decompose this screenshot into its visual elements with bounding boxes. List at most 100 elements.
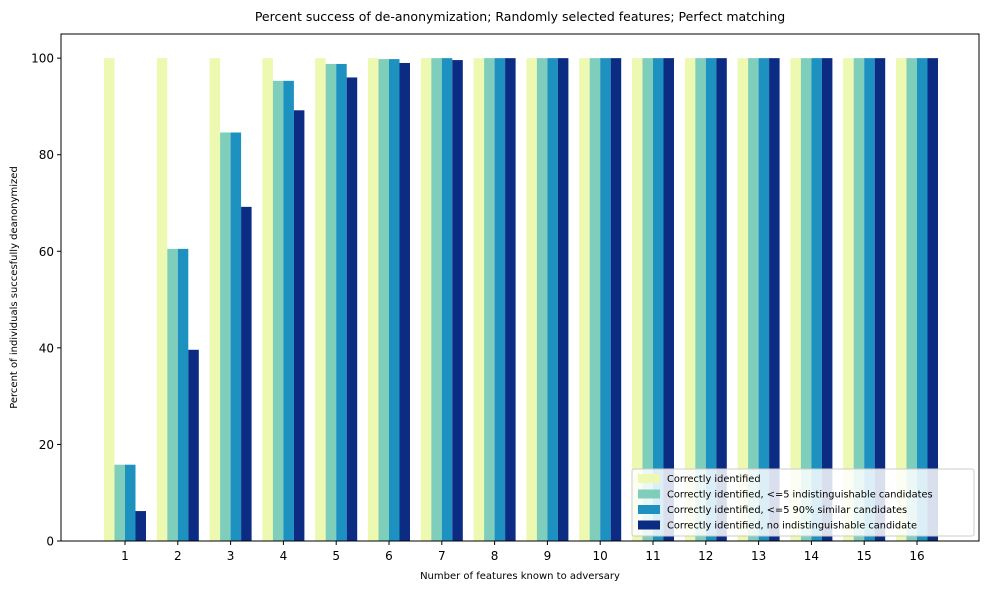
plot-frame [60,33,980,542]
bar-4-5 [346,77,358,542]
y-tick-label: 60 [39,245,54,259]
bar-3-11 [653,58,664,541]
x-tick-label: 4 [280,549,288,563]
bar-2-5 [325,63,337,541]
bar-4-11 [663,58,674,541]
x-axis: 1 2 3 4 5 6 7 8 9 10 11 12 13 14 15 16 [121,541,925,563]
x-tick-label: 3 [227,549,235,563]
bar-3-1 [125,464,136,541]
bar-4-15 [874,58,886,541]
bar-3-2 [177,248,189,541]
y-tick-label: 20 [39,438,54,452]
bar-2-11 [642,58,653,541]
y-tick-label: 0 [46,535,54,549]
y-axis-label: Percent of individuals succesfully deano… [9,166,20,409]
bar-3-6 [389,59,400,542]
legend-swatch-1 [638,474,660,483]
bar-1-13 [737,58,749,541]
x-tick-label: 15 [857,549,872,563]
x-tick-label: 6 [385,549,393,563]
bar-1-5 [315,58,326,541]
bar-3-10 [600,58,611,541]
bar-3-9 [547,58,558,541]
bar-4-10 [610,58,622,541]
bar-2-16 [906,58,917,541]
y-tick-label: 80 [39,148,54,162]
x-tick-label: 10 [593,549,608,563]
bar-1-10 [579,58,590,541]
bar-4-14 [821,58,833,541]
bar-2-1 [114,464,125,541]
x-tick-label: 8 [491,549,499,563]
x-tick-label: 14 [804,549,819,563]
bar-3-12 [705,58,717,541]
legend: Correctly identified Correctly identified… [631,468,975,537]
bar-3-5 [336,63,347,541]
bar-4-2 [188,349,199,541]
bar-2-13 [748,58,759,541]
x-tick-label: 13 [751,549,766,563]
legend-label-1: Correctly identified [667,474,761,485]
bar-1-8 [473,58,485,541]
bar-2-3 [220,132,231,541]
bar-1-15 [843,58,854,541]
x-tick-label: 7 [438,549,446,563]
legend-label-2: Correctly identified, <=5 indistinguisha… [667,490,933,501]
bar-3-7 [441,58,453,541]
bar-3-8 [494,58,506,541]
bar-1-4 [262,58,273,541]
bar-3-3 [230,132,242,541]
bar-1-16 [896,58,907,541]
x-tick-label: 5 [332,549,340,563]
legend-box [631,468,975,537]
bar-3-16 [917,58,928,541]
bar-3-13 [758,58,770,541]
x-tick-label: 9 [544,549,552,563]
bar-1-7 [420,58,432,541]
x-axis-label: Number of features known to adversary [420,571,620,582]
bar-3-4 [283,80,294,541]
bar-1-1 [104,58,115,541]
bar-2-2 [167,248,178,541]
bar-2-9 [536,58,548,541]
plot-area [104,58,938,542]
bar-4-1 [135,511,146,541]
bar-4-9 [557,58,569,541]
y-axis: 0 20 40 60 80 100 [31,52,61,549]
chart-title: Percent success of de-anonymization; Ran… [255,9,785,24]
bar-2-12 [695,58,706,541]
legend-label-4: Correctly identified, no indistinguishab… [667,521,917,532]
x-tick-label: 2 [174,549,182,563]
y-tick-label: 100 [31,52,54,66]
x-tick-label: 11 [645,549,660,563]
bar-2-14 [800,58,812,541]
bar-1-2 [156,58,168,541]
bar-4-6 [399,62,410,541]
x-tick-label: 1 [121,549,129,563]
legend-swatch-2 [638,489,660,499]
bar-3-14 [811,58,822,541]
bar-1-9 [526,58,537,541]
bar-4-13 [769,58,780,541]
bar-2-6 [378,59,389,542]
bar-1-12 [684,58,696,541]
bar-4-7 [452,60,463,541]
x-tick-label: 16 [909,549,924,563]
bar-2-7 [431,58,442,541]
bar-2-10 [589,58,601,541]
bar-2-15 [853,58,865,541]
y-tick-label: 40 [39,341,54,355]
legend-swatch-4 [638,520,660,530]
bar-4-16 [927,58,938,541]
bar-4-12 [716,58,727,541]
bar-1-3 [209,58,221,541]
bar-1-11 [632,58,643,541]
x-tick-label: 12 [698,549,713,563]
legend-label-3: Correctly identified, <=5 90% similar ca… [667,505,907,516]
bar-3-15 [864,58,875,541]
bar-4-4 [293,110,305,541]
bar-4-8 [505,58,516,541]
bar-4-3 [241,206,252,542]
legend-swatch-3 [638,505,660,514]
